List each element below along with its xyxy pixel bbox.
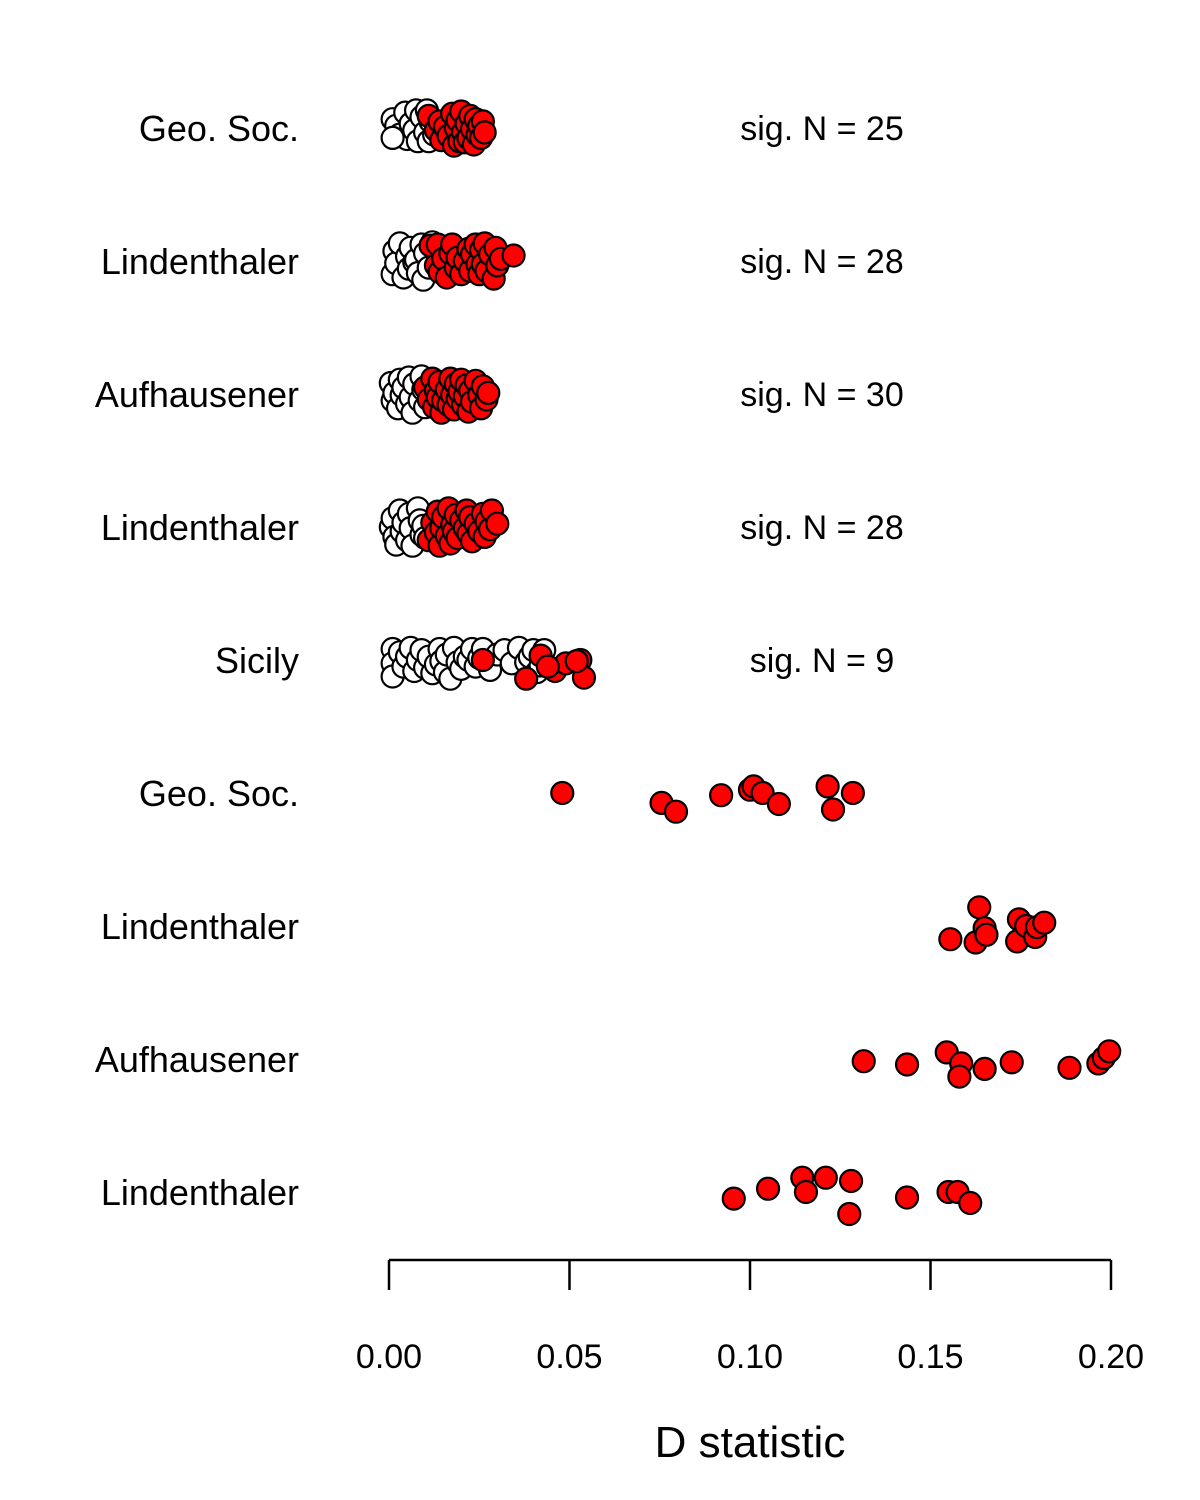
row-label: Geo. Soc. [139, 108, 299, 149]
x-axis-title: D statistic [655, 1418, 846, 1467]
data-point-significant [837, 1201, 862, 1227]
row-label: Aufhausener [95, 374, 299, 415]
rows-layer: Geo. Soc. sig. N = 25 Lindenthaler sig. N =… [95, 108, 904, 1213]
row-label: Lindenthaler [101, 241, 299, 282]
data-point-nonsignificant [380, 125, 405, 150]
row-label: Aufhausener [95, 1039, 299, 1080]
data-point-significant [813, 1165, 838, 1190]
sig-count-label: sig. N = 30 [740, 376, 903, 414]
data-point-significant [663, 799, 689, 824]
data-point-significant [974, 922, 999, 947]
data-point-significant [766, 791, 791, 817]
row-label: Lindenthaler [101, 906, 299, 947]
data-point-significant [894, 1052, 920, 1077]
sig-count-label: sig. N = 28 [740, 243, 903, 281]
x-tick-label: 0.20 [1078, 1338, 1144, 1376]
data-point-significant [838, 1168, 864, 1194]
data-point-significant [476, 380, 501, 405]
data-point-significant [1032, 910, 1057, 935]
x-tick-label: 0.10 [717, 1338, 783, 1376]
row-label: Geo. Soc. [139, 773, 299, 814]
sig-count-label: sig. N = 28 [740, 509, 903, 547]
data-point-significant [820, 797, 846, 822]
data-point-significant [721, 1186, 746, 1211]
data-point-significant [1057, 1055, 1082, 1080]
data-point-significant [1097, 1039, 1122, 1064]
data-point-significant [470, 647, 495, 673]
data-point-significant [755, 1176, 781, 1201]
data-point-significant [815, 774, 840, 799]
points-layer [378, 98, 1122, 1227]
data-point-significant [958, 1190, 983, 1216]
x-axis: 0.00 0.05 0.10 0.15 0.20 [356, 1258, 1144, 1376]
row-label: Sicily [215, 640, 299, 681]
data-point-significant [967, 895, 992, 920]
data-point-significant [501, 243, 526, 268]
row-label: Lindenthaler [101, 1172, 299, 1213]
sig-count-label: sig. N = 9 [750, 642, 895, 680]
sig-count-label: sig. N = 25 [740, 110, 903, 148]
x-tick-label: 0.00 [356, 1338, 422, 1376]
data-point-significant [840, 780, 865, 806]
data-point-significant [938, 927, 963, 952]
data-point-significant [894, 1185, 920, 1210]
data-point-significant [709, 783, 734, 808]
data-point-significant [999, 1050, 1024, 1075]
data-point-significant [535, 654, 560, 679]
data-point-significant [485, 511, 510, 536]
x-tick-label: 0.15 [897, 1338, 963, 1376]
data-point-significant [793, 1179, 819, 1205]
data-point-significant [514, 666, 539, 691]
data-point-significant [564, 648, 589, 674]
data-point-significant [550, 780, 575, 806]
data-point-significant [851, 1049, 876, 1074]
data-point-significant [472, 120, 497, 145]
row-label: Lindenthaler [101, 507, 299, 548]
data-point-significant [972, 1056, 997, 1082]
data-point-significant [947, 1064, 972, 1089]
x-tick-label: 0.05 [536, 1338, 602, 1376]
